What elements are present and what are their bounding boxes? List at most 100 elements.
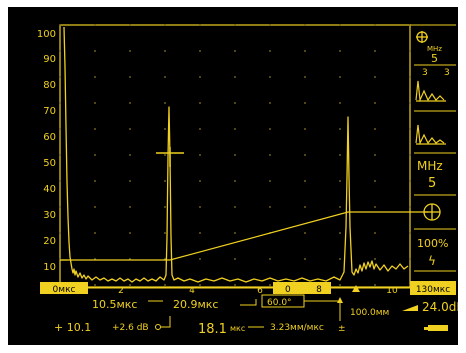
y-tick-70: 70 <box>43 106 56 117</box>
grid-dot <box>374 206 376 208</box>
grid-dot <box>269 102 271 104</box>
grid-dot <box>339 24 341 26</box>
grid-dot <box>269 76 271 78</box>
y-axis-labels: 100 90 80 70 60 50 40 30 20 10 <box>37 29 56 273</box>
grid-dot <box>199 284 201 286</box>
grid-dot <box>94 284 96 286</box>
depth-arrow-icon <box>337 297 343 303</box>
grid-dots <box>59 24 411 286</box>
grid-dot <box>164 24 166 26</box>
delta-gain-readout: +2.6 dB <box>112 323 149 333</box>
grid-dot <box>234 50 236 52</box>
range-end-label: 130мкс <box>416 285 450 295</box>
grid-dot <box>339 76 341 78</box>
grid-dot <box>304 180 306 182</box>
grid-dot <box>129 102 131 104</box>
grid-dot <box>199 154 201 156</box>
grid-dot <box>129 180 131 182</box>
grid-dot <box>374 102 376 104</box>
probe-icon <box>416 31 428 43</box>
grid-dot <box>339 102 341 104</box>
grid-dot <box>409 154 411 156</box>
grid-dot <box>129 206 131 208</box>
range-end-box[interactable] <box>410 281 456 295</box>
grid-dot <box>59 24 61 26</box>
grid-dot <box>59 232 61 234</box>
freq-unit: MHz <box>417 159 443 173</box>
grid-dot <box>59 102 61 104</box>
depth-readout: 100.0мм <box>350 308 389 318</box>
y-tick-20: 20 <box>43 236 56 247</box>
gate-a-marker[interactable] <box>156 147 184 167</box>
dac-curve[interactable] <box>60 211 428 261</box>
grid-dot <box>304 206 306 208</box>
grid-dot <box>234 206 236 208</box>
probe-angle-icon[interactable] <box>423 203 441 221</box>
grid-dot <box>94 76 96 78</box>
plot-frame <box>59 24 411 288</box>
grid-dot <box>374 284 376 286</box>
y-tick-30: 30 <box>43 210 56 221</box>
grid-dot <box>339 50 341 52</box>
grid-dot <box>59 50 61 52</box>
grid-dot <box>304 76 306 78</box>
grid-dot <box>94 232 96 234</box>
grid-dot <box>129 128 131 130</box>
x-tick-4: 4 <box>189 286 195 296</box>
a-scan-trace <box>63 26 409 283</box>
grid-dot <box>164 180 166 182</box>
grid-dot <box>374 128 376 130</box>
grid-dot <box>199 232 201 234</box>
grid-dot <box>234 284 236 286</box>
grid-dot <box>339 180 341 182</box>
y-tick-60: 60 <box>43 132 56 143</box>
grid-dot <box>94 180 96 182</box>
grid-dot <box>269 284 271 286</box>
freq-value: 5 <box>428 176 436 191</box>
ref-gain-readout: + 10.1 <box>54 321 91 334</box>
cursor-triangle-icon[interactable] <box>352 285 360 292</box>
rectify-mode-icon[interactable] <box>415 124 446 146</box>
grid-dot <box>269 258 271 260</box>
time-b-readout: 20.9мкс <box>173 298 218 311</box>
grid-dot <box>164 50 166 52</box>
velocity-readout: 3.23мм/мкс <box>270 323 324 333</box>
grid-dot <box>304 102 306 104</box>
grid-dot <box>199 128 201 130</box>
grid-dot <box>409 128 411 130</box>
battery-icon <box>424 325 448 331</box>
freq-value-small: 5 <box>431 52 438 65</box>
grid-dot <box>94 102 96 104</box>
grid-dot <box>164 102 166 104</box>
time-a-readout: 10.5мкс <box>92 298 137 311</box>
grid-dot <box>374 24 376 26</box>
grid-dot <box>199 76 201 78</box>
gate-box[interactable] <box>273 282 331 294</box>
grid-dot <box>234 154 236 156</box>
grid-dot <box>199 258 201 260</box>
grid-dot <box>304 24 306 26</box>
grid-dot <box>234 24 236 26</box>
range-start-box[interactable] <box>40 282 88 294</box>
percent-value: 100% <box>417 237 448 250</box>
grid-dot <box>164 232 166 234</box>
grid-dot <box>374 154 376 156</box>
grid-dot <box>234 258 236 260</box>
grid-dot <box>234 128 236 130</box>
x-axis-bar: 0мкс 2 4 6 0 8 10 130мкс <box>40 281 456 296</box>
grid-dot <box>129 154 131 156</box>
grid-dot <box>269 24 271 26</box>
grid-dot <box>304 232 306 234</box>
signal-mode-icon[interactable] <box>415 80 446 103</box>
grid-dot <box>129 232 131 234</box>
y-tick-80: 80 <box>43 80 56 91</box>
grid-dot <box>59 76 61 78</box>
grid-dot <box>339 258 341 260</box>
grid-dot <box>129 76 131 78</box>
flaw-detector-screen: 100 90 80 70 60 50 40 30 20 10 MHz 5 3 3 <box>8 7 458 345</box>
grid-dot <box>234 232 236 234</box>
grid-dot <box>164 206 166 208</box>
grid-dot <box>59 154 61 156</box>
grid-dot <box>129 24 131 26</box>
grid-dot <box>374 258 376 260</box>
